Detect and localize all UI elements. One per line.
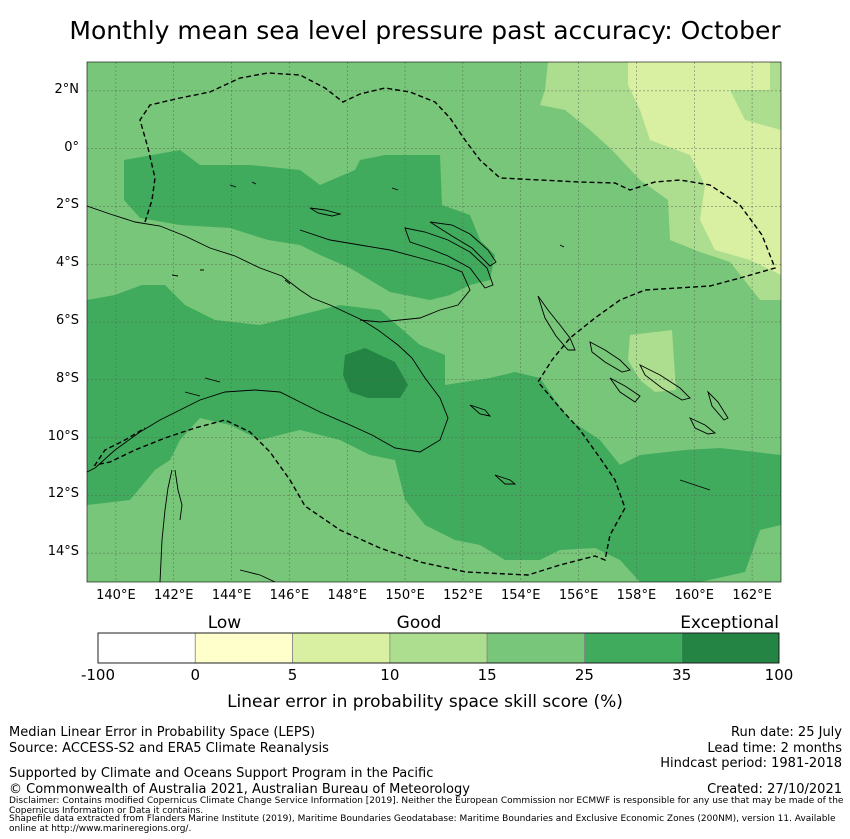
colorbar-tick-label: 5 (287, 666, 298, 684)
map-gridlines (87, 62, 781, 582)
lat-label: 6°S (55, 313, 79, 328)
north-coast-png (299, 229, 471, 323)
colorbar-segment (681, 632, 780, 664)
source-text: Source: ACCESS-S2 and ERA5 Climate Reana… (9, 741, 329, 756)
colorbar-segment (292, 632, 391, 664)
small-islands (171, 181, 565, 397)
colorbar-segment (486, 632, 585, 664)
hindcast-text: Hindcast period: 1981-2018 (660, 756, 842, 771)
lon-label: 152°E (443, 588, 483, 603)
lon-label: 148°E (327, 588, 368, 603)
colorbar-tick-label: 0 (190, 666, 201, 684)
solomon-islands-1 (589, 341, 631, 373)
map-frame (86, 61, 782, 583)
shapefile-credit-text: Shapefile data extracted from Flanders M… (9, 814, 836, 834)
lat-label: 14°S (47, 544, 79, 560)
lat-label: 8°S (55, 370, 79, 386)
northeast-australia (239, 569, 276, 582)
new-ireland (429, 221, 497, 267)
lat-label: 2°S (55, 197, 79, 213)
solomon-islands-3 (609, 377, 641, 403)
category-label: Exceptional (680, 613, 779, 633)
lon-label: 158°E (616, 588, 657, 603)
run-date-text: Run date: 25 July (731, 725, 842, 740)
islands-png-south (469, 404, 711, 491)
lead-time-text: Lead time: 2 months (707, 741, 842, 756)
support-text: Supported by Climate and Oceans Support … (9, 766, 434, 781)
region-exceptional (343, 348, 408, 398)
new-britain (404, 227, 494, 289)
lon-label: 162°E (732, 588, 772, 603)
colorbar-tick-label: 100 (764, 666, 794, 684)
new-guinea-coast (87, 205, 449, 473)
region-low-gulf (87, 505, 200, 582)
disclaimer-text: Disclaimer: Contains modified Copernicus… (9, 796, 844, 816)
lon-label: 156°E (558, 588, 599, 603)
colorbar-segment (194, 632, 293, 664)
lon-label: 160°E (674, 588, 715, 603)
colorbar-title: Linear error in probability space skill … (227, 692, 623, 712)
method-text: Median Linear Error in Probability Space… (9, 725, 316, 740)
region-high-southwest (87, 285, 781, 582)
region-high-central (124, 150, 495, 300)
colorbar-tick-label: 35 (672, 666, 692, 684)
colorbar (97, 632, 780, 664)
lat-label: 4°S (55, 255, 79, 271)
eez-png (93, 72, 776, 576)
copyright-text: © Commonwealth of Australia 2021, Austra… (9, 782, 470, 797)
cape-york (159, 469, 173, 582)
lon-label: 142°E (153, 588, 194, 603)
eez-boundaries (93, 72, 776, 576)
category-label: Low (207, 613, 242, 633)
solomon-islands-5 (689, 417, 717, 435)
colorbar-tick-label: 10 (380, 666, 400, 684)
category-label: Good (396, 613, 442, 633)
bougainville (537, 295, 576, 351)
region-good-solomon (628, 330, 676, 392)
coastlines (87, 181, 729, 582)
lat-label: 0° (64, 139, 79, 155)
lat-label: 12°S (47, 486, 79, 502)
colorbar-segment (584, 632, 683, 664)
region-good-low-northeast (628, 62, 781, 275)
colorbar-tick-label: 25 (574, 666, 594, 684)
lon-label: 146°E (269, 588, 310, 603)
lon-label: 154°E (500, 588, 541, 603)
lat-label: 10°S (47, 428, 79, 444)
colorbar-tick-label: 15 (477, 666, 497, 684)
colorbar-tick-label: -100 (80, 666, 116, 684)
manus (309, 207, 342, 217)
gulf-carpentaria-east (174, 469, 183, 521)
lon-label: 150°E (385, 588, 425, 603)
solomon-islands-2 (638, 363, 691, 401)
colorbar-frame (97, 632, 780, 664)
colorbar-segment (389, 632, 488, 664)
chart-title: Monthly mean sea level pressure past acc… (69, 16, 781, 45)
solomon-islands-4 (707, 390, 729, 421)
lat-label: 2°N (54, 81, 80, 97)
colorbar-segment (97, 632, 196, 664)
lon-label: 144°E (211, 588, 252, 603)
lon-label: 140°E (96, 588, 136, 603)
created-text: Created: 27/10/2021 (707, 782, 842, 797)
